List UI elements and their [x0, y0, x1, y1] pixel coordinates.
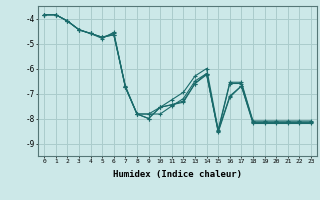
X-axis label: Humidex (Indice chaleur): Humidex (Indice chaleur) [113, 170, 242, 179]
